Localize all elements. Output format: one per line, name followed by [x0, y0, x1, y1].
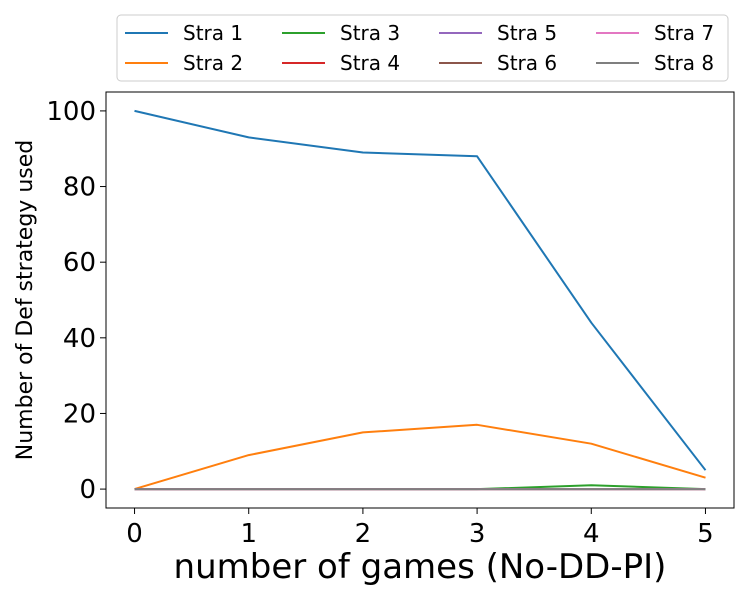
x-tick-label: 3 — [469, 519, 486, 549]
y-axis: 0 20 40 60 80 100 — [46, 97, 106, 505]
legend-label-stra-7: Stra 7 — [654, 21, 714, 45]
x-tick-label: 2 — [355, 519, 372, 549]
legend-label-stra-8: Stra 8 — [654, 51, 714, 75]
y-tick-label: 80 — [63, 173, 96, 203]
legend-box — [116, 14, 729, 82]
legend-label-stra-6: Stra 6 — [497, 51, 557, 75]
legend-label-stra-3: Stra 3 — [340, 21, 400, 45]
x-axis: 0 1 2 3 4 5 — [126, 508, 714, 549]
x-tick-label: 0 — [126, 519, 143, 549]
legend-label-stra-5: Stra 5 — [497, 21, 557, 45]
legend-label-stra-4: Stra 4 — [340, 51, 400, 75]
legend-label-stra-1: Stra 1 — [183, 21, 243, 45]
y-axis-label: Number of Def strategy used — [13, 140, 38, 460]
plot-frame — [105, 91, 735, 509]
series-line-stra-2 — [134, 423, 706, 491]
x-tick-label: 5 — [697, 519, 714, 549]
x-axis-label: number of games (No-DD-PI) — [174, 547, 667, 587]
y-tick-label: 100 — [46, 97, 96, 127]
y-tick-label: 20 — [63, 399, 96, 429]
legend: Stra 1 Stra 2 Stra 3 Stra 4 Stra 5 Stra 6 Stra… — [116, 14, 729, 82]
x-tick-label: 1 — [240, 519, 257, 549]
series-line-stra-1 — [134, 109, 707, 471]
legend-label-stra-2: Stra 2 — [183, 51, 243, 75]
y-tick-label: 60 — [63, 248, 96, 278]
series-lines — [134, 109, 707, 491]
y-tick-label: 40 — [63, 324, 96, 354]
x-tick-label: 4 — [583, 519, 600, 549]
y-tick-label: 0 — [79, 475, 96, 505]
